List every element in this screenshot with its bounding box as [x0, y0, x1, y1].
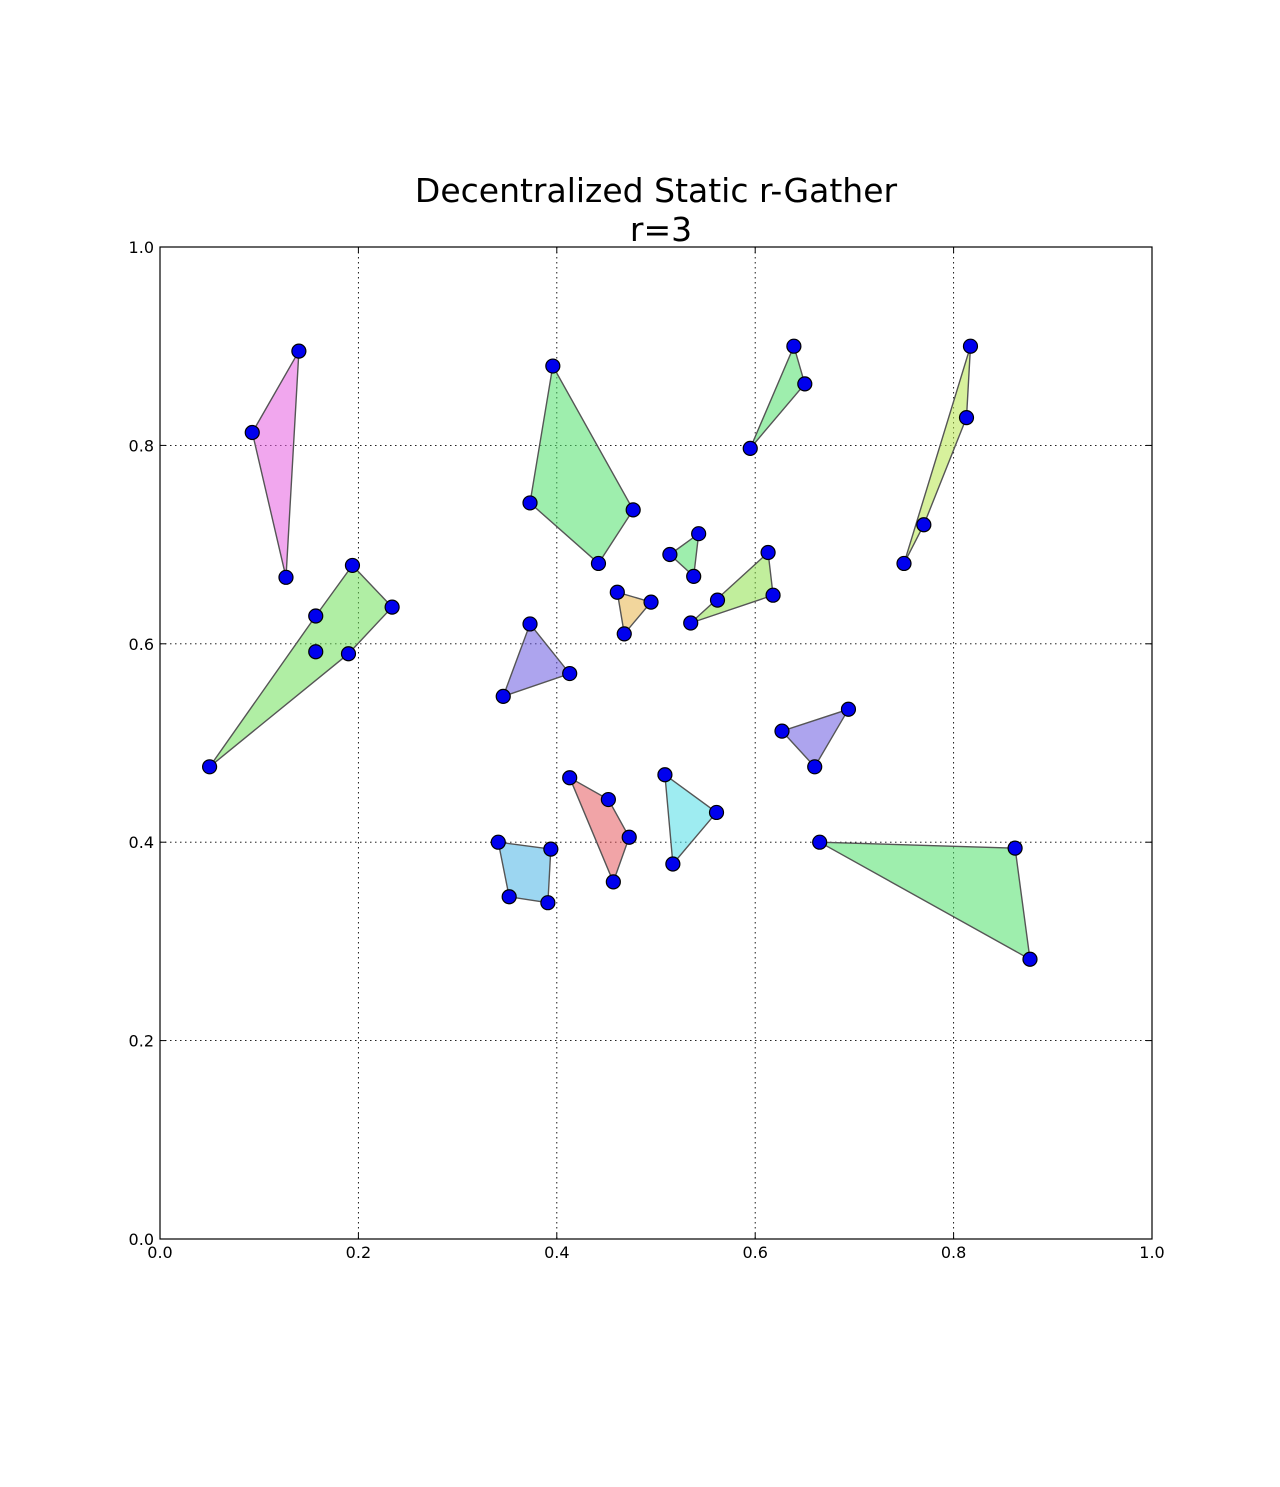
data-points: [202, 338, 1038, 967]
cluster-polygon-14: [819, 841, 1031, 961]
data-point: [522, 616, 538, 632]
cluster-polygons: [209, 344, 1031, 961]
data-point: [896, 555, 912, 572]
x-tick-label: 0.0: [147, 1243, 172, 1262]
x-tick-label: 0.8: [941, 1243, 966, 1262]
data-point: [958, 410, 975, 426]
x-tick-label: 0.2: [346, 1243, 371, 1262]
cluster-polygon-5: [903, 345, 972, 564]
axis-ticks: 0.0 0.2 0.4 0.6 0.8 1.0 0.0 0.2 0.4 0.6 0.8 1.0: [129, 238, 1165, 1262]
data-point: [308, 644, 324, 660]
cluster-polygon-12: [664, 773, 718, 866]
cluster-polygon-6: [668, 532, 700, 578]
y-tick-label: 0.8: [129, 436, 154, 455]
data-point: [291, 343, 307, 359]
data-point: [665, 856, 681, 872]
data-point: [244, 424, 260, 441]
data-point: [797, 376, 813, 392]
data-point: [543, 841, 559, 857]
data-point: [691, 526, 707, 542]
data-point: [308, 608, 324, 624]
y-tick-label: 0.6: [129, 635, 154, 654]
data-point: [760, 544, 776, 561]
data-point: [812, 834, 828, 850]
data-point: [774, 723, 790, 739]
data-point: [590, 555, 607, 572]
data-point: [1022, 951, 1038, 967]
axes-frame: [159, 246, 1153, 1240]
data-point: [662, 546, 678, 563]
cluster-polygon-3: [529, 363, 635, 565]
cluster-polygon-8: [690, 551, 774, 624]
chart-subtitle: r=3: [630, 210, 692, 249]
data-point: [495, 688, 511, 704]
data-point: [501, 889, 517, 905]
data-point: [686, 568, 702, 584]
data-point: [625, 502, 641, 518]
data-point: [1007, 840, 1023, 856]
cluster-polygon-9: [502, 622, 571, 698]
data-point: [807, 759, 823, 775]
y-tick-label: 0.4: [129, 833, 154, 852]
data-point: [340, 646, 357, 662]
data-point: [709, 592, 726, 608]
x-tick-label: 1.0: [1139, 1243, 1164, 1262]
cluster-polygon-1: [251, 350, 300, 578]
data-point: [765, 587, 781, 603]
y-tick-label: 0.2: [129, 1032, 154, 1051]
data-point: [683, 615, 699, 631]
data-point: [490, 834, 506, 850]
cluster-polygon-7: [616, 591, 653, 636]
data-point: [562, 770, 578, 786]
data-point: [202, 759, 218, 775]
data-point: [962, 338, 979, 354]
data-point: [605, 874, 621, 890]
data-point: [562, 665, 578, 682]
data-point: [540, 895, 556, 911]
data-point: [657, 767, 673, 783]
data-point: [522, 495, 538, 511]
cluster-polygon-2: [209, 564, 394, 768]
data-point: [545, 358, 561, 374]
data-point: [621, 829, 637, 845]
cluster-polygon-4: [749, 344, 806, 449]
x-tick-label: 0.4: [544, 1243, 569, 1262]
y-tick-label: 1.0: [129, 238, 154, 257]
data-point: [278, 569, 294, 585]
y-tick-label: 0.0: [129, 1230, 154, 1249]
data-point: [609, 584, 625, 600]
data-point: [786, 338, 802, 354]
data-point: [384, 599, 400, 615]
data-point: [600, 791, 616, 808]
x-tick-label: 0.6: [742, 1243, 767, 1262]
data-point: [708, 804, 725, 821]
cluster-polygon-10: [780, 708, 850, 768]
data-point: [344, 557, 361, 574]
cluster-polygon-11: [568, 776, 630, 884]
data-point: [742, 440, 758, 456]
data-point: [643, 594, 659, 610]
data-point: [616, 626, 632, 642]
grid: [160, 247, 1152, 1239]
chart-title: Decentralized Static r-Gather: [415, 171, 898, 210]
data-point: [916, 517, 932, 533]
data-point: [840, 701, 857, 717]
